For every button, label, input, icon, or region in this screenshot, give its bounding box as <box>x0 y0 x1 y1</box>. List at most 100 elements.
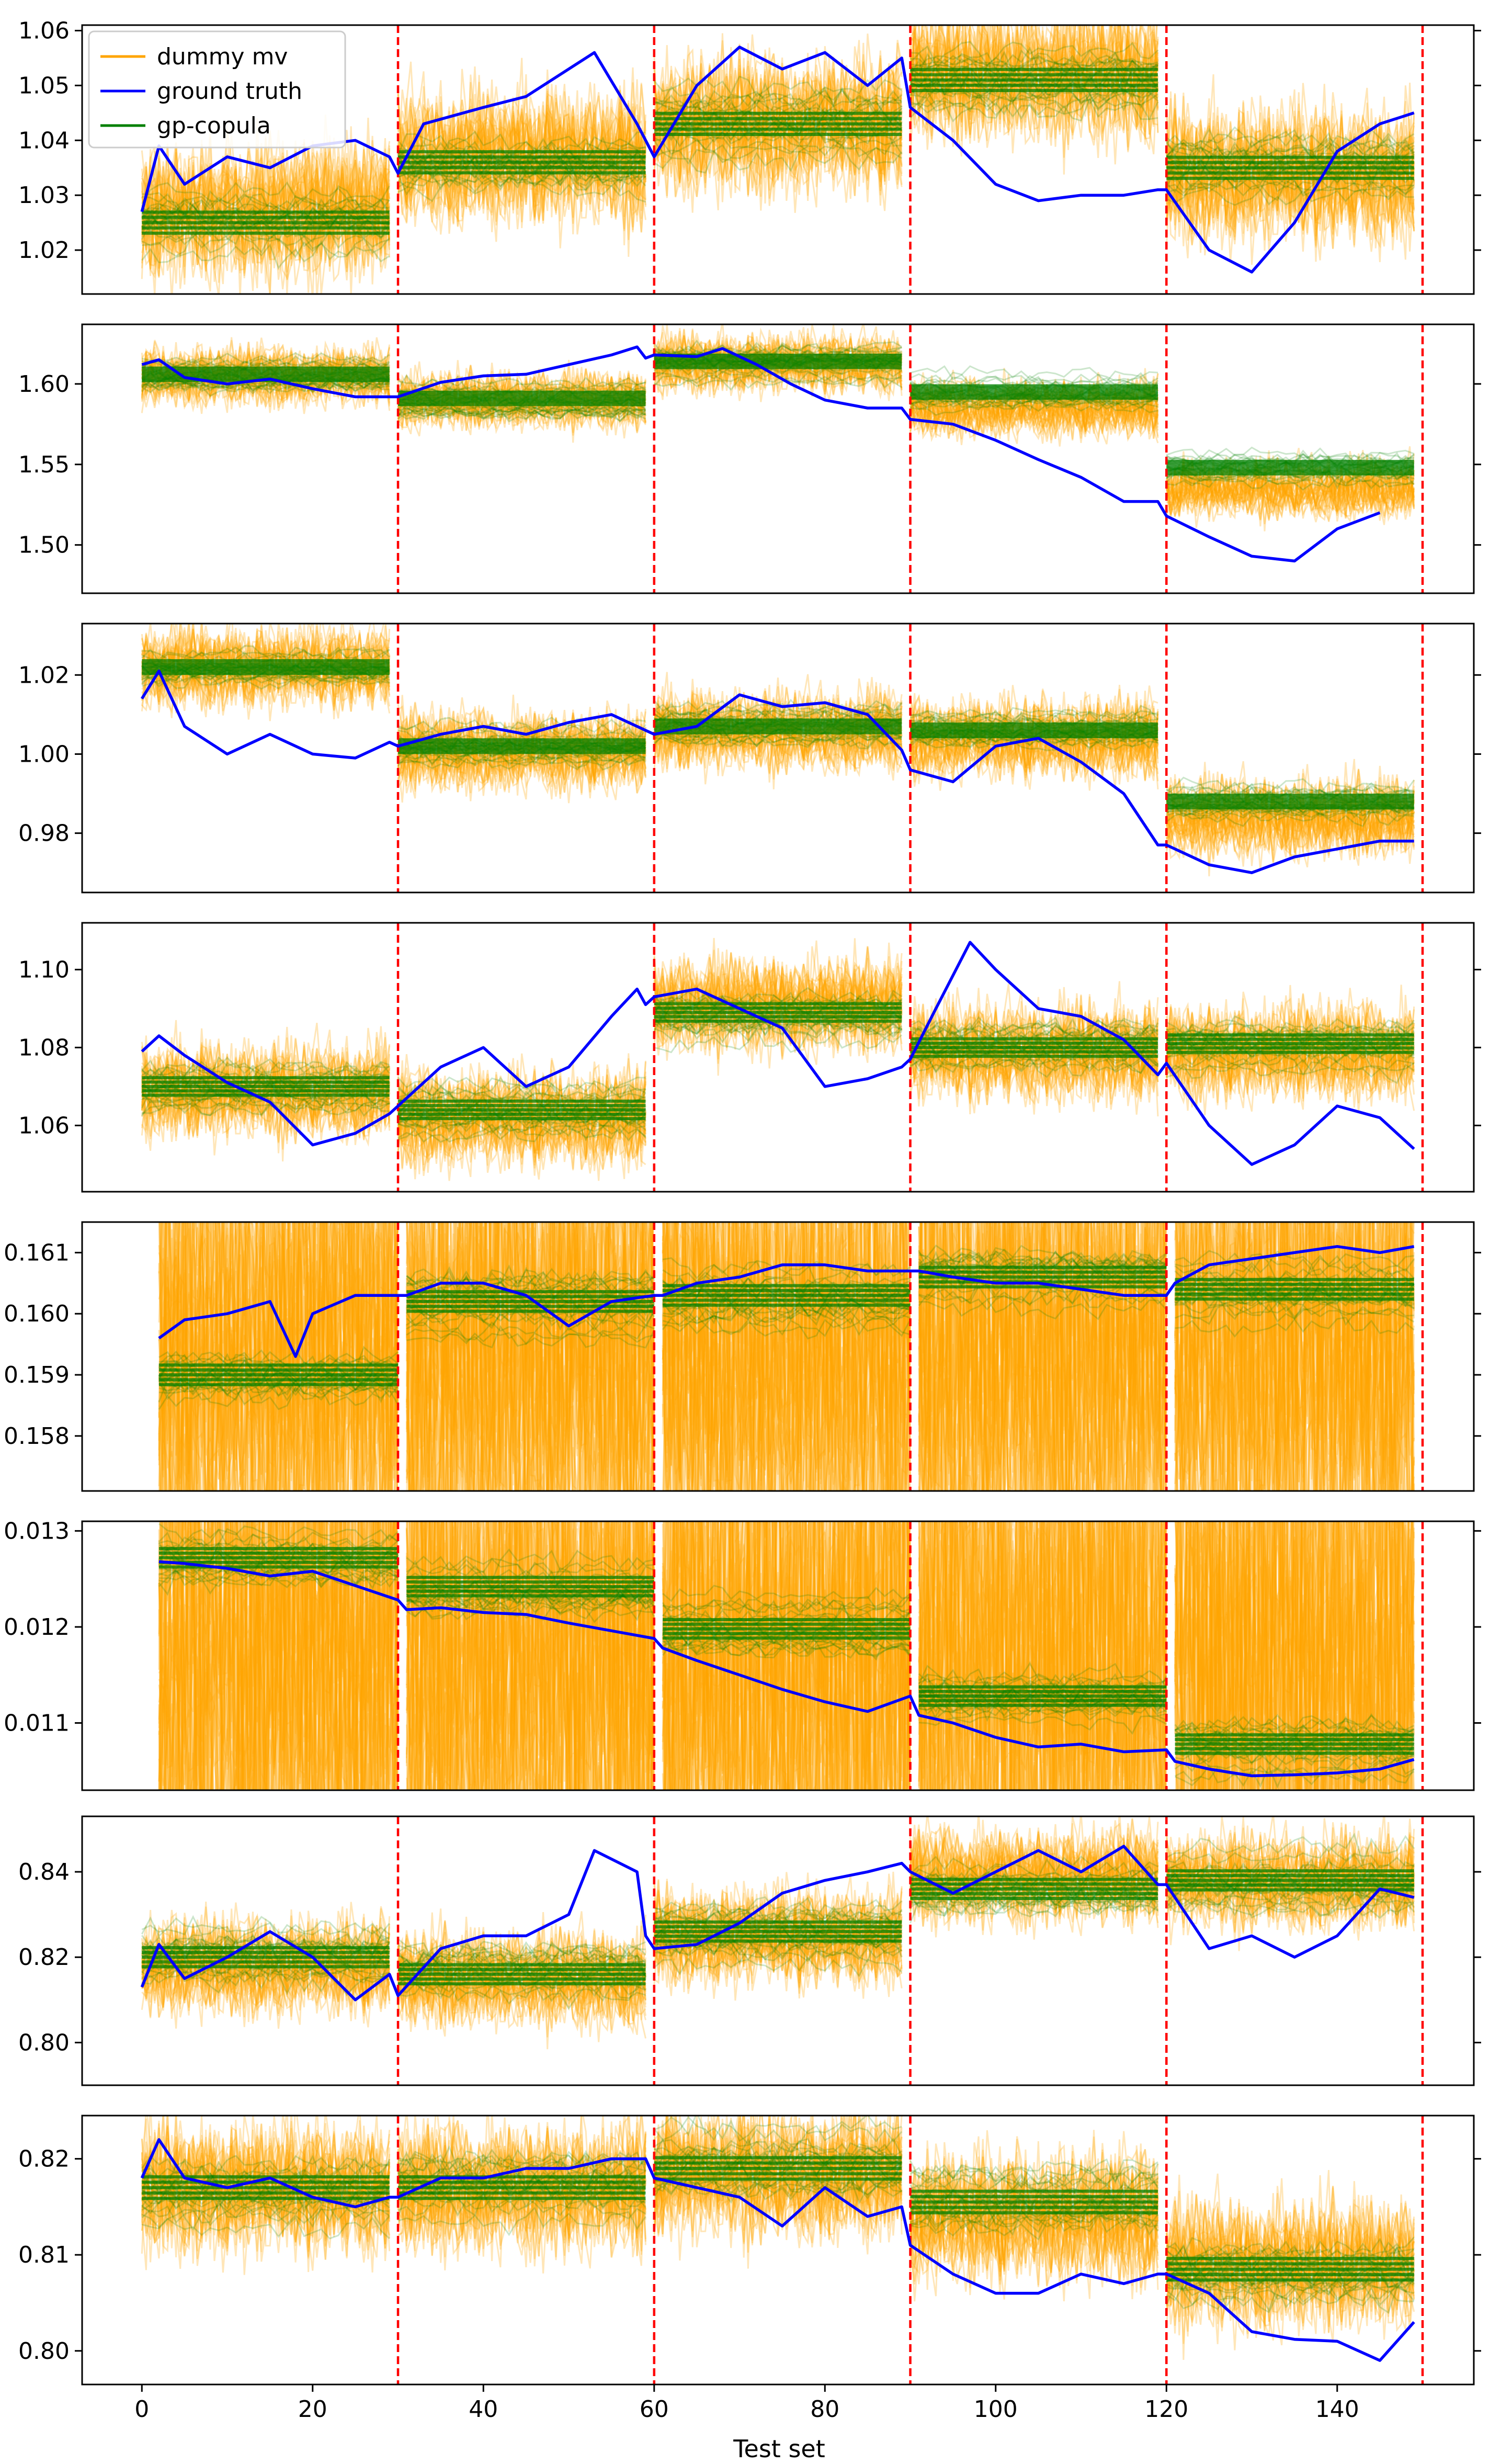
model-sample-path <box>918 1695 1167 1720</box>
model-sample-path <box>1175 1288 1415 1307</box>
dummy-sample-path <box>141 145 391 284</box>
dummy-sample-path <box>1174 1521 1415 1790</box>
dummy-sample-path <box>158 1521 399 1790</box>
dummy-sample-path <box>158 1521 399 1790</box>
legend-label: ground truth <box>157 78 302 105</box>
dummy-sample-path <box>653 43 903 202</box>
dummy-sample-path <box>1174 1521 1415 1790</box>
dummy-sample-path <box>397 1920 646 2014</box>
dummy-sample-path <box>653 2116 903 2237</box>
model-sample-path <box>141 181 390 205</box>
dummy-sample-path <box>1174 1222 1415 1491</box>
dummy-sample-path <box>665 1521 911 1790</box>
model-sample-path <box>1166 1845 1414 1869</box>
model-sample-path <box>397 2157 646 2180</box>
model-sample-path <box>653 2175 902 2205</box>
model-sample-path <box>910 41 1159 66</box>
dummy-sample-path <box>141 627 391 707</box>
dummy-sample-path <box>1175 1521 1415 1790</box>
model-sample-path <box>1166 468 1415 484</box>
x-tick-label: 40 <box>469 2396 498 2423</box>
panel-frame <box>81 1520 1475 1791</box>
dummy-sample-path <box>405 1521 655 1790</box>
model-sample-path <box>909 2209 1159 2233</box>
model-sample-path <box>663 1274 911 1298</box>
dummy-sample-path <box>663 1521 911 1790</box>
dummy-sample-path <box>653 955 903 1047</box>
dummy-sample-path <box>1174 1222 1415 1491</box>
model-sample-path <box>653 2138 903 2169</box>
dummy-sample-path <box>158 1521 399 1790</box>
model-sample-path <box>406 1305 655 1327</box>
dummy-sample-path <box>1175 1222 1414 1491</box>
model-sample-path <box>397 1114 646 1134</box>
model-sample-path <box>1175 1316 1415 1338</box>
dummy-sample-path <box>406 1222 655 1491</box>
model-sample-path <box>397 1099 646 1122</box>
model-sample-path <box>654 105 903 122</box>
dummy-sample-path <box>397 1911 646 2035</box>
dummy-sample-path <box>1174 1521 1415 1790</box>
dummy-sample-path <box>663 1222 911 1491</box>
model-sample-path <box>141 355 390 371</box>
dummy-sample-path <box>1179 1521 1415 1790</box>
dummy-sample-path <box>653 686 903 768</box>
model-sample-path <box>158 1351 399 1375</box>
model-sample-path <box>918 1665 1167 1690</box>
dummy-sample-path <box>1166 1830 1415 1934</box>
model-sample-path <box>662 1313 911 1340</box>
model-sample-path <box>406 1558 655 1583</box>
dummy-sample-path <box>918 1222 1167 1491</box>
dummy-sample-path <box>397 66 646 223</box>
x-tick-label: 0 <box>134 2396 149 2423</box>
model-samples-window-5 <box>1165 126 1415 206</box>
dummy-sample-path <box>405 1222 655 1491</box>
model-sample-path <box>918 1288 1167 1310</box>
dummy-sample-path <box>909 1819 1159 1936</box>
dummy-sample-path <box>161 1521 395 1790</box>
dummy-sample-path <box>1174 1222 1413 1491</box>
model-samples-window-1 <box>141 1056 391 1117</box>
model-sample-path <box>662 1623 911 1649</box>
panel-frame <box>81 2115 1475 2386</box>
dummy-sample-path <box>158 1222 399 1491</box>
dummy-sample-path <box>158 1222 399 1491</box>
dummy-sample-path <box>662 1222 911 1491</box>
dummy-sample-path <box>411 1521 655 1790</box>
dummy-sample-path <box>1166 768 1415 858</box>
dummy-sample-path <box>141 2123 391 2247</box>
dummy-sample-path <box>397 713 646 798</box>
dummy-sample-path <box>141 1919 391 2016</box>
model-sample-path <box>141 1915 390 1946</box>
model-sample-path <box>1175 1302 1415 1326</box>
dummy-sample-path <box>158 1222 399 1491</box>
model-sample-path <box>1166 128 1415 161</box>
model-sample-path <box>1165 138 1415 166</box>
model-sample-path <box>397 1942 646 1963</box>
dummy-sample-path <box>397 2116 646 2240</box>
dummy-sample-path <box>662 1222 911 1491</box>
dummy-sample-path <box>158 1521 396 1790</box>
model-sample-path <box>158 1382 399 1410</box>
model-sample-path <box>397 750 646 770</box>
dummy-sample-path <box>405 1222 655 1491</box>
model-sample-path <box>406 1590 655 1612</box>
dummy-sample-path <box>918 1222 1166 1491</box>
dummy-sample-path <box>1174 1521 1415 1790</box>
dummy-sample-path <box>653 672 903 775</box>
model-samples-window-3 <box>653 987 903 1054</box>
dummy-sample-path <box>397 363 646 431</box>
model-sample-path <box>654 96 903 127</box>
dummy-sample-path <box>918 1222 1167 1491</box>
model-sample-path <box>141 674 390 690</box>
dummy-sample-path <box>1174 1222 1415 1491</box>
dummy-sample-path <box>909 379 1159 444</box>
dummy-sample-path <box>918 1222 1167 1491</box>
dummy-sample-path <box>408 1521 655 1790</box>
dummy-sample-path <box>1165 777 1415 861</box>
dummy-sample-path <box>408 1521 655 1790</box>
dummy-sample-path <box>653 48 903 202</box>
dummy-sample-path <box>141 2116 391 2256</box>
model-sample-path <box>909 1022 1159 1042</box>
model-samples-window-4 <box>909 1016 1159 1078</box>
